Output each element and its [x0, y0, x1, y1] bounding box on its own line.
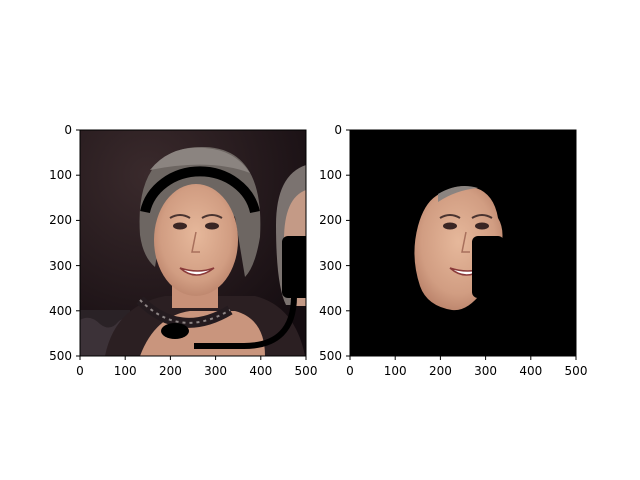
left-ytick-100: 100	[49, 168, 72, 182]
right-ytick-500: 500	[319, 349, 342, 363]
left-ytick-300: 300	[49, 259, 72, 273]
right-xtick-400: 400	[519, 364, 542, 378]
left-ytick-0: 0	[64, 123, 72, 137]
left-panel: 0 100 200 300 400 500 0 100 200 300 400 …	[49, 123, 317, 378]
right-ytick-400: 400	[319, 304, 342, 318]
left-x-ticks	[79, 356, 307, 360]
left-y-tick-labels: 0 100 200 300 400 500	[49, 123, 72, 363]
left-ytick-500: 500	[49, 349, 72, 363]
right-panel: 0 100 200 300 400 500 0 100 200 300 400 …	[319, 123, 587, 378]
right-ytick-200: 200	[319, 213, 342, 227]
right-ytick-100: 100	[319, 168, 342, 182]
right-xtick-300: 300	[474, 364, 497, 378]
right-x-ticks	[349, 356, 577, 360]
left-x-tick-labels: 0 100 200 300 400 500	[76, 364, 317, 378]
right-image	[350, 130, 576, 356]
left-xtick-400: 400	[249, 364, 272, 378]
left-xtick-300: 300	[204, 364, 227, 378]
right-x-tick-labels: 0 100 200 300 400 500	[346, 364, 587, 378]
left-xtick-100: 100	[114, 364, 137, 378]
right-xtick-500: 500	[565, 364, 588, 378]
right-axes-frame	[349, 129, 577, 357]
left-image	[80, 130, 306, 356]
right-xtick-200: 200	[429, 364, 452, 378]
left-axes-frame	[79, 129, 307, 357]
left-xtick-0: 0	[76, 364, 84, 378]
right-ytick-0: 0	[334, 123, 342, 137]
left-xtick-500: 500	[295, 364, 318, 378]
right-xtick-0: 0	[346, 364, 354, 378]
left-xtick-200: 200	[159, 364, 182, 378]
right-xtick-100: 100	[384, 364, 407, 378]
right-ytick-300: 300	[319, 259, 342, 273]
left-ytick-400: 400	[49, 304, 72, 318]
right-y-tick-labels: 0 100 200 300 400 500	[319, 123, 342, 363]
right-y-ticks	[346, 129, 350, 357]
left-ytick-200: 200	[49, 213, 72, 227]
left-y-ticks	[76, 129, 80, 357]
